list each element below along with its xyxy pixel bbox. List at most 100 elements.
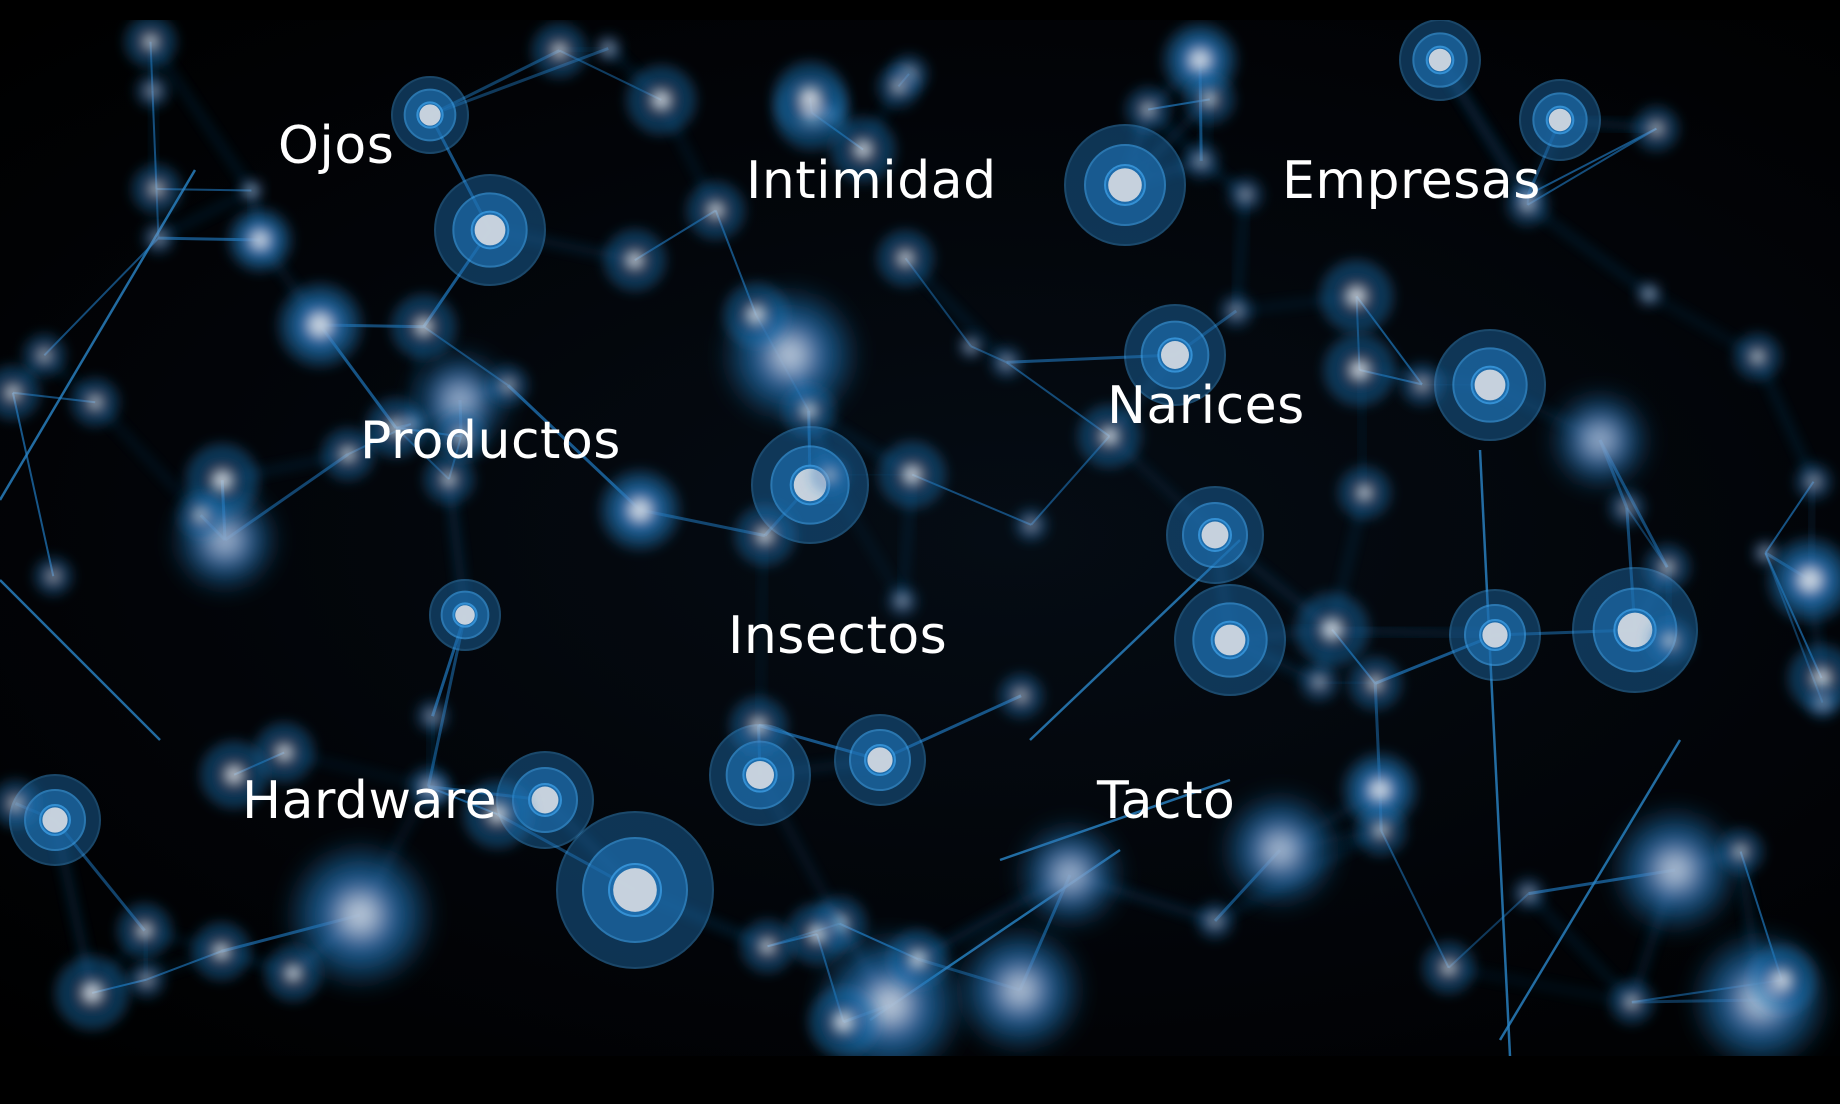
network-node (0, 780, 39, 827)
network-node (294, 849, 426, 981)
network-node (1301, 664, 1338, 701)
network-node (532, 23, 587, 78)
network-node (464, 780, 531, 848)
network-node (783, 385, 834, 436)
network-node (1229, 799, 1331, 901)
network-node (1807, 687, 1838, 718)
network-node (1796, 464, 1831, 499)
network-node (888, 586, 917, 615)
network-node (879, 441, 946, 508)
network-node (1166, 486, 1264, 584)
network-node (1174, 584, 1286, 696)
network-node (417, 701, 448, 732)
network-node (604, 230, 665, 291)
network-node (1769, 539, 1840, 621)
network-node (595, 35, 621, 62)
network-node (1513, 878, 1544, 909)
network-node (1320, 260, 1393, 333)
network-node (132, 165, 181, 213)
network-node (1735, 334, 1780, 380)
network-node (1609, 490, 1644, 525)
network-node (266, 946, 321, 1001)
network-node (1519, 79, 1601, 161)
word-empresas: Empresas (1282, 151, 1541, 211)
network-node (1557, 397, 1643, 483)
network-node (392, 295, 456, 359)
network-node (831, 117, 895, 182)
network-node (1229, 178, 1262, 211)
word-hardware: Hardware (242, 771, 498, 831)
word-tacto: Tacto (1097, 771, 1236, 831)
network-node (601, 471, 679, 549)
network-node (436, 412, 486, 461)
network-node (279, 284, 361, 366)
network-node (741, 920, 794, 973)
network-node (1078, 405, 1141, 467)
network-node (240, 179, 263, 202)
network-node (35, 557, 72, 595)
network-node (1399, 20, 1481, 101)
network-node (322, 429, 374, 480)
network-node (398, 412, 423, 436)
network-node (834, 714, 926, 806)
network-node (687, 182, 744, 239)
network-node (991, 347, 1022, 378)
word-insectos: Insectos (728, 606, 948, 666)
network-node (229, 209, 291, 271)
network-node (1748, 946, 1816, 1014)
network-node (1434, 329, 1546, 441)
network-node (178, 493, 223, 538)
network-node (730, 697, 787, 754)
network-node (964, 934, 1076, 1046)
network-node (627, 66, 696, 134)
network-node (409, 767, 448, 806)
network-node (1423, 942, 1474, 993)
network-node (1295, 593, 1369, 666)
network-node (1648, 619, 1692, 663)
network-node (999, 674, 1043, 717)
network-node (1718, 829, 1763, 874)
network-node (118, 904, 171, 957)
network-background-image (0, 20, 1840, 1056)
word-intimidad: Intimidad (746, 151, 997, 211)
network-node (391, 76, 469, 154)
network-node (735, 506, 795, 565)
network-node (1634, 107, 1678, 151)
network-node (424, 454, 474, 504)
network-node (143, 223, 173, 253)
network-node (809, 987, 878, 1056)
network-node (201, 741, 268, 808)
network-node (1324, 334, 1395, 406)
network-node (878, 66, 919, 107)
network-node (787, 904, 847, 964)
network-node (9, 774, 101, 866)
network-node (434, 174, 546, 286)
network-node (1610, 981, 1653, 1024)
network-node (1185, 75, 1234, 124)
network-node (488, 366, 528, 405)
network-node (1124, 304, 1226, 406)
network-node (1357, 806, 1406, 855)
network-node (136, 74, 169, 107)
network-node (255, 723, 314, 782)
network-node (889, 930, 947, 988)
network-node (1619, 814, 1731, 926)
network-node (1637, 282, 1661, 306)
network-node (1220, 295, 1252, 327)
network-node (773, 61, 847, 135)
network-node (1753, 541, 1778, 565)
network-node (556, 811, 714, 969)
network-node (1401, 364, 1443, 405)
network-node (959, 334, 983, 358)
word-ojos: Ojos (278, 116, 395, 176)
network-node (1184, 144, 1219, 178)
network-node (129, 962, 164, 997)
network-node (72, 379, 119, 426)
network-node (811, 457, 848, 493)
word-narices: Narices (1107, 376, 1305, 436)
network-node (193, 923, 250, 980)
network-node (1449, 589, 1541, 681)
network-node (724, 283, 788, 346)
network-node (1064, 124, 1186, 246)
